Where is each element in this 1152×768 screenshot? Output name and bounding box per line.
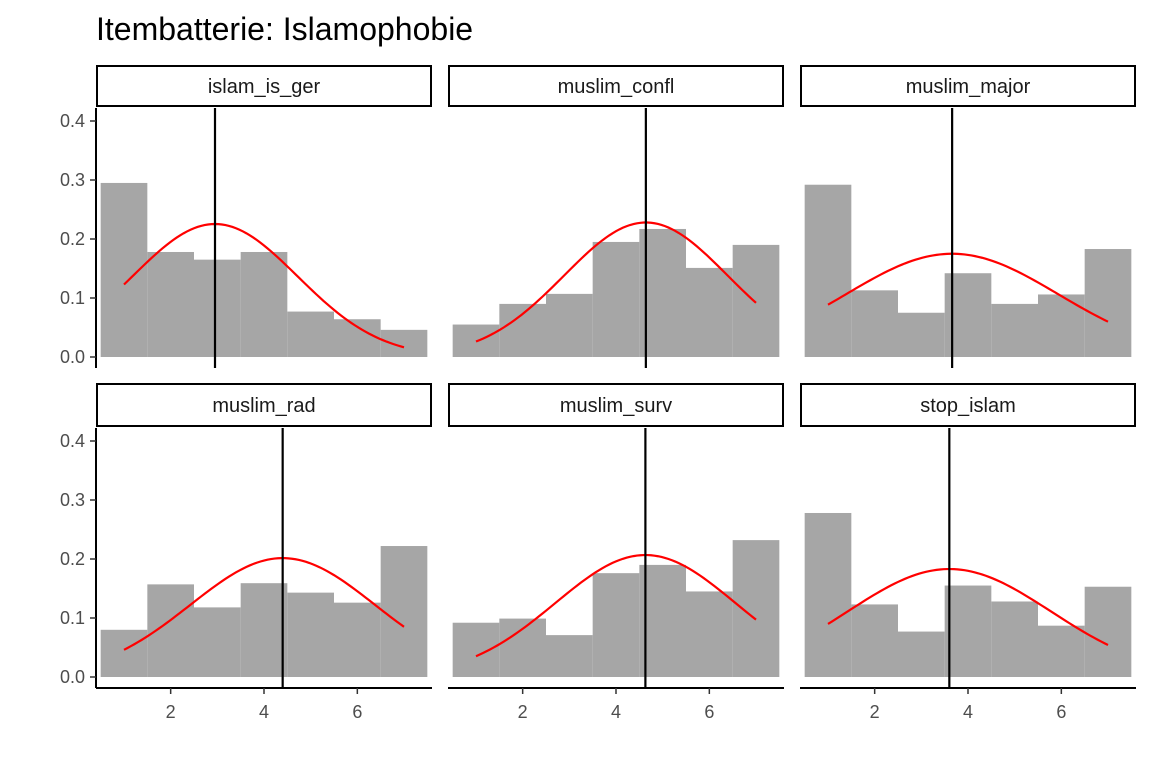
strip-box	[96, 383, 432, 427]
histogram-bar	[499, 303, 546, 357]
normal-curve	[475, 553, 757, 658]
y-tick-label: 0.1	[60, 608, 85, 628]
histogram-bar	[804, 184, 852, 357]
histogram-bar	[287, 311, 334, 357]
histogram-bar	[1084, 249, 1132, 357]
strip-label: stop_islam	[920, 395, 1016, 417]
histogram-bar	[804, 512, 852, 677]
strip-label: islam_is_ger	[208, 76, 321, 98]
strip-box	[800, 65, 1136, 107]
panel-stop_islam: stop_islam 2 4 6	[800, 383, 1136, 722]
panel-muslim_major: muslim_major	[800, 65, 1136, 368]
strip-label: muslim_surv	[560, 395, 672, 417]
histogram-bar	[240, 251, 288, 357]
y-tick-label: 0.2	[60, 549, 85, 569]
histogram-bar	[944, 585, 992, 677]
histogram-bar	[334, 319, 381, 357]
histogram-bar	[452, 622, 500, 677]
histogram-bar	[732, 244, 780, 357]
histogram-bar	[380, 546, 428, 677]
panel-muslim_surv: muslim_surv 2 4 6	[448, 383, 784, 722]
histogram-bar	[851, 290, 898, 357]
x-tick-label: 2	[870, 702, 880, 722]
y-tick-label: 0.3	[60, 170, 85, 190]
y-tick-label: 0.3	[60, 490, 85, 510]
histogram-bar	[1084, 586, 1132, 677]
panel-muslim_rad: muslim_rad 0.0 0.1 0.2 0.3 0.4 2 4 6	[60, 383, 432, 722]
strip-label: muslim_major	[906, 76, 1031, 98]
chart-title: Itembatterie: Islamophobie	[96, 11, 473, 47]
histogram-bar	[592, 573, 640, 677]
histogram-bar	[1038, 294, 1085, 357]
normal-curve	[827, 252, 1109, 323]
histogram-bar	[851, 604, 898, 677]
y-tick-label: 0.1	[60, 288, 85, 308]
histogram-bar	[287, 592, 334, 677]
histogram-bar	[546, 293, 593, 357]
histogram-bar	[592, 241, 640, 357]
strip-box	[448, 65, 784, 107]
panel-muslim_confl: muslim_confl	[448, 65, 784, 368]
histogram-bar	[732, 540, 780, 677]
x-tick-label: 4	[259, 702, 269, 722]
histogram-bar	[546, 635, 593, 677]
histogram-bar	[194, 259, 241, 357]
histogram-bar	[380, 329, 428, 357]
x-tick-label: 6	[704, 702, 714, 722]
histogram-bar	[639, 564, 686, 677]
histogram-bar	[147, 251, 194, 357]
y-tick-label: 0.4	[60, 431, 85, 451]
normal-curve	[123, 222, 405, 349]
strip-label: muslim_confl	[558, 76, 675, 98]
x-tick-label: 4	[611, 702, 621, 722]
histogram-bar	[100, 629, 148, 677]
histogram-bar	[639, 228, 686, 357]
panel-islam_is_ger: islam_is_ger 0.0 0.1 0.2 0.3 0.4	[60, 65, 432, 368]
x-tick-label: 6	[352, 702, 362, 722]
histogram-bar	[898, 312, 945, 357]
histogram-bar	[991, 601, 1038, 677]
histogram-bar	[686, 267, 733, 357]
x-tick-label: 2	[518, 702, 528, 722]
y-tick-label: 0.2	[60, 229, 85, 249]
x-tick-label: 4	[963, 702, 973, 722]
strip-box	[800, 383, 1136, 427]
histogram-bar	[240, 583, 288, 677]
y-tick-label: 0.0	[60, 347, 85, 367]
histogram-bar	[991, 303, 1038, 357]
strip-box	[96, 65, 432, 107]
normal-curve	[123, 557, 405, 651]
x-tick-label: 2	[166, 702, 176, 722]
normal-curve	[827, 567, 1109, 646]
y-tick-label: 0.0	[60, 667, 85, 687]
y-tick-label: 0.4	[60, 111, 85, 131]
histogram-bar	[194, 607, 241, 677]
histogram-bar	[1038, 625, 1085, 677]
histogram-bar	[334, 602, 381, 677]
strip-label: muslim_rad	[212, 395, 315, 417]
strip-box	[448, 383, 784, 427]
normal-curve	[475, 221, 757, 343]
x-tick-label: 6	[1056, 702, 1066, 722]
histogram-bar	[499, 618, 546, 677]
histogram-bar	[686, 591, 733, 677]
histogram-bar	[898, 631, 945, 677]
